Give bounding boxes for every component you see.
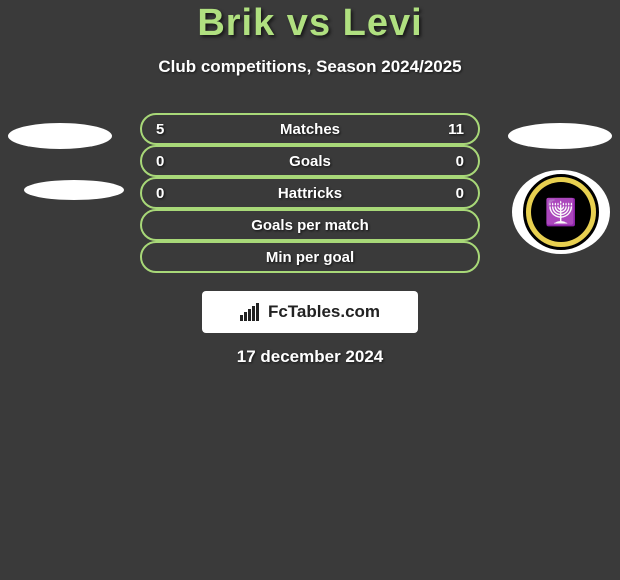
stat-pill-mpg: Min per goal bbox=[140, 241, 480, 273]
subtitle: Club competitions, Season 2024/2025 bbox=[0, 57, 620, 77]
date-text: 17 december 2024 bbox=[0, 347, 620, 367]
stat-left-value: 0 bbox=[156, 185, 196, 202]
stat-left-value: 0 bbox=[156, 153, 196, 170]
branding-text: FcTables.com bbox=[268, 302, 380, 322]
stat-label: Matches bbox=[280, 121, 340, 138]
stat-row: Min per goal bbox=[0, 241, 620, 273]
stat-row: 5 Matches 11 bbox=[0, 113, 620, 145]
stat-pill-goals: 0 Goals 0 bbox=[140, 145, 480, 177]
comparison-infographic: Brik vs Levi Club competitions, Season 2… bbox=[0, 0, 620, 367]
stat-pill-hattricks: 0 Hattricks 0 bbox=[140, 177, 480, 209]
branding-box: FcTables.com bbox=[202, 291, 418, 333]
stat-label: Goals bbox=[289, 153, 331, 170]
stat-left-value: 5 bbox=[156, 121, 196, 138]
stat-pill-matches: 5 Matches 11 bbox=[140, 113, 480, 145]
stat-row: Goals per match bbox=[0, 209, 620, 241]
chart-bars-icon bbox=[240, 303, 262, 321]
stat-row: 0 Hattricks 0 bbox=[0, 177, 620, 209]
stat-label: Hattricks bbox=[278, 185, 342, 202]
stat-right-value: 0 bbox=[424, 153, 464, 170]
page-title: Brik vs Levi bbox=[0, 2, 620, 45]
stat-label: Min per goal bbox=[266, 249, 354, 266]
stat-right-value: 0 bbox=[424, 185, 464, 202]
stat-right-value: 11 bbox=[424, 121, 464, 138]
stat-pill-gpm: Goals per match bbox=[140, 209, 480, 241]
stat-label: Goals per match bbox=[251, 217, 369, 234]
stat-row: 0 Goals 0 bbox=[0, 145, 620, 177]
